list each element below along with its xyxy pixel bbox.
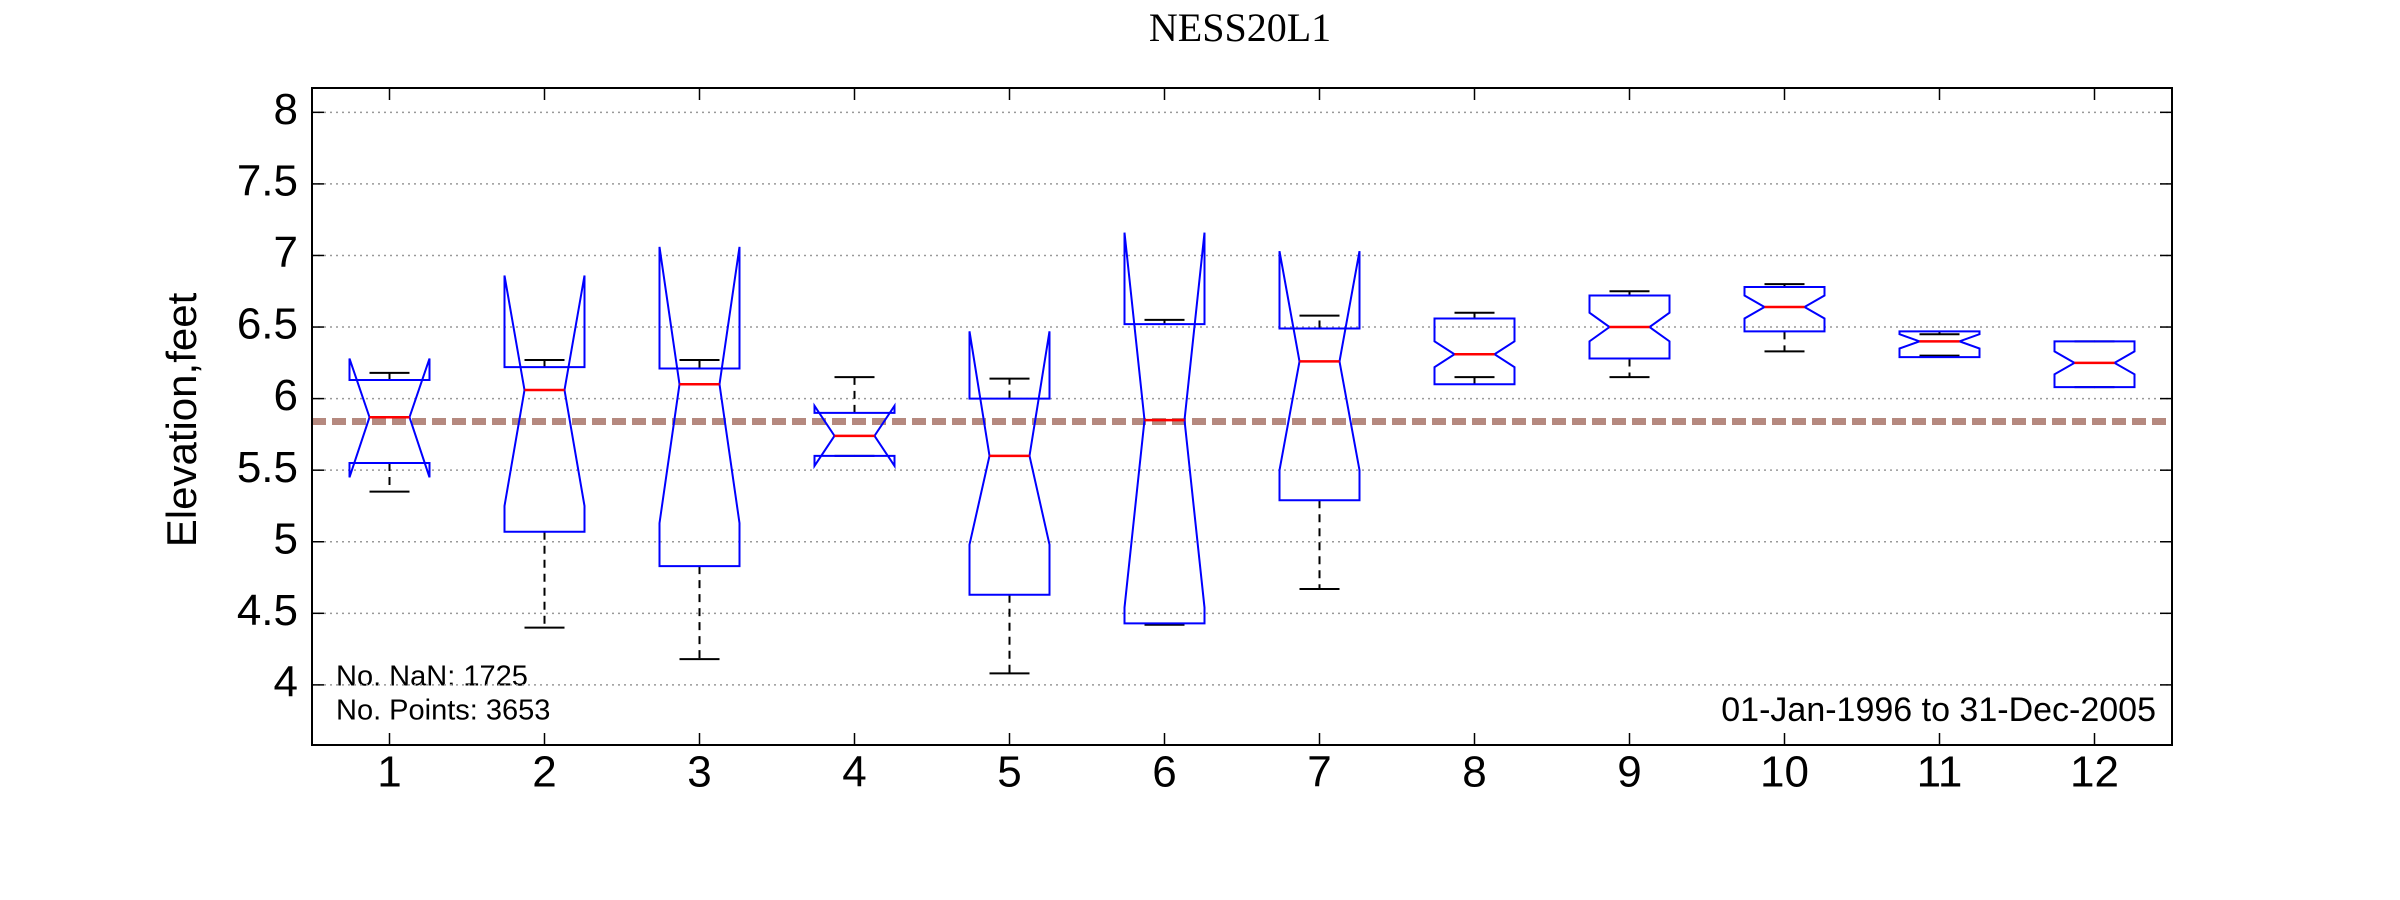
x-tick-label: 8 bbox=[1462, 748, 1486, 797]
box bbox=[503, 275, 586, 533]
annotation: No. NaN: 1725 bbox=[336, 661, 528, 693]
x-tick-label: 10 bbox=[1760, 748, 1809, 797]
box bbox=[658, 246, 741, 568]
box bbox=[813, 402, 896, 470]
box bbox=[2053, 340, 2136, 389]
box bbox=[1123, 232, 1206, 625]
x-tick-label: 5 bbox=[997, 748, 1021, 797]
box bbox=[968, 331, 1051, 596]
box bbox=[348, 358, 431, 478]
box bbox=[1588, 294, 1671, 360]
y-tick-label: 5.5 bbox=[237, 443, 298, 492]
box bbox=[1278, 250, 1361, 502]
y-tick-label: 6 bbox=[274, 371, 298, 420]
x-tick-label: 1 bbox=[377, 748, 401, 797]
x-tick-label: 4 bbox=[842, 748, 866, 797]
y-tick-label: 4 bbox=[274, 658, 298, 707]
y-tick-label: 8 bbox=[274, 85, 298, 134]
y-tick-label: 6.5 bbox=[237, 300, 298, 349]
box bbox=[1898, 330, 1981, 359]
x-tick-label: 11 bbox=[1917, 748, 1963, 797]
plot-frame bbox=[311, 87, 2173, 746]
x-tick-label: 6 bbox=[1152, 748, 1176, 797]
y-tick-label: 4.5 bbox=[237, 586, 298, 635]
y-axis-label: Elevation,feet bbox=[158, 292, 205, 547]
chart-title: NESS20L1 bbox=[1149, 5, 1331, 50]
annotation: No. Points: 3653 bbox=[336, 695, 550, 727]
y-tick-label: 7 bbox=[274, 228, 298, 277]
y-tick-label: 5 bbox=[274, 514, 298, 563]
x-tick-label: 7 bbox=[1307, 748, 1331, 797]
x-tick-label: 3 bbox=[687, 748, 711, 797]
box bbox=[1743, 285, 1826, 333]
box bbox=[1433, 317, 1516, 386]
x-tick-label: 9 bbox=[1617, 748, 1641, 797]
date-range: 01-Jan-1996 to 31-Dec-2005 bbox=[1721, 691, 2156, 729]
x-tick-label: 12 bbox=[2070, 748, 2119, 797]
x-tick-label: 2 bbox=[532, 748, 556, 797]
y-tick-label: 7.5 bbox=[237, 157, 298, 206]
